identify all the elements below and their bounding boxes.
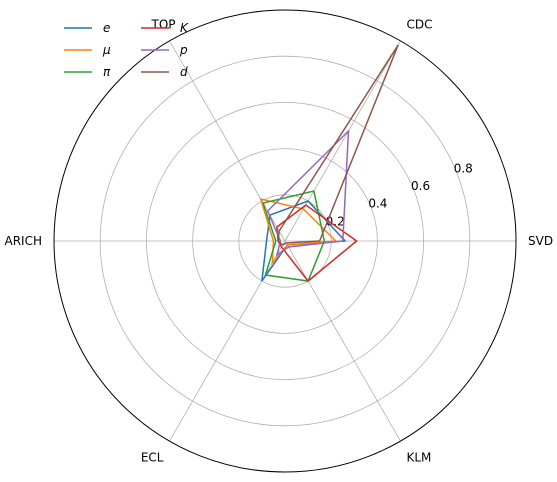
radial-tick-labels: 0.20.40.60.8 — [326, 161, 473, 228]
axis-spoke — [169, 240, 286, 442]
series-line — [277, 44, 399, 246]
data-series — [259, 44, 399, 283]
legend-entry-p: p — [141, 43, 188, 57]
legend-label-d: d — [180, 65, 188, 79]
outer-frame — [53, 9, 517, 473]
legend-entry-d: d — [141, 65, 188, 79]
series-line — [259, 197, 338, 266]
legend-entry-pi: π — [64, 65, 111, 79]
legend-label-e: e — [103, 21, 110, 35]
legend-entry-e: e — [64, 21, 110, 35]
axis-label-klm: KLM — [407, 450, 432, 464]
legend-label-p: p — [179, 43, 188, 57]
radial-tick-label: 0.6 — [411, 179, 430, 193]
axis-labels: SVD CDC TOP ARICH ECL KLM — [5, 18, 554, 465]
axis-spoke — [169, 40, 286, 242]
axis-spoke — [284, 240, 401, 442]
legend: e μ π K p d — [64, 21, 189, 79]
axis-spoke — [284, 40, 401, 242]
legend-label-pi: π — [103, 65, 111, 79]
axis-label-cdc: CDC — [407, 18, 433, 32]
axis-label-arich: ARICH — [5, 234, 43, 248]
radial-tick-label: 0.8 — [454, 161, 473, 175]
axis-label-top: TOP — [150, 18, 175, 32]
axis-label-svd: SVD — [528, 234, 553, 248]
legend-entry-mu: μ — [64, 43, 111, 57]
legend-label-mu: μ — [102, 43, 111, 57]
radial-tick-label: 0.4 — [368, 197, 387, 211]
axis-label-ecl: ECL — [141, 450, 164, 464]
axis-spokes — [54, 40, 516, 442]
legend-label-K: K — [180, 21, 189, 35]
legend-entry-K: K — [141, 21, 189, 35]
series-line — [266, 129, 350, 257]
